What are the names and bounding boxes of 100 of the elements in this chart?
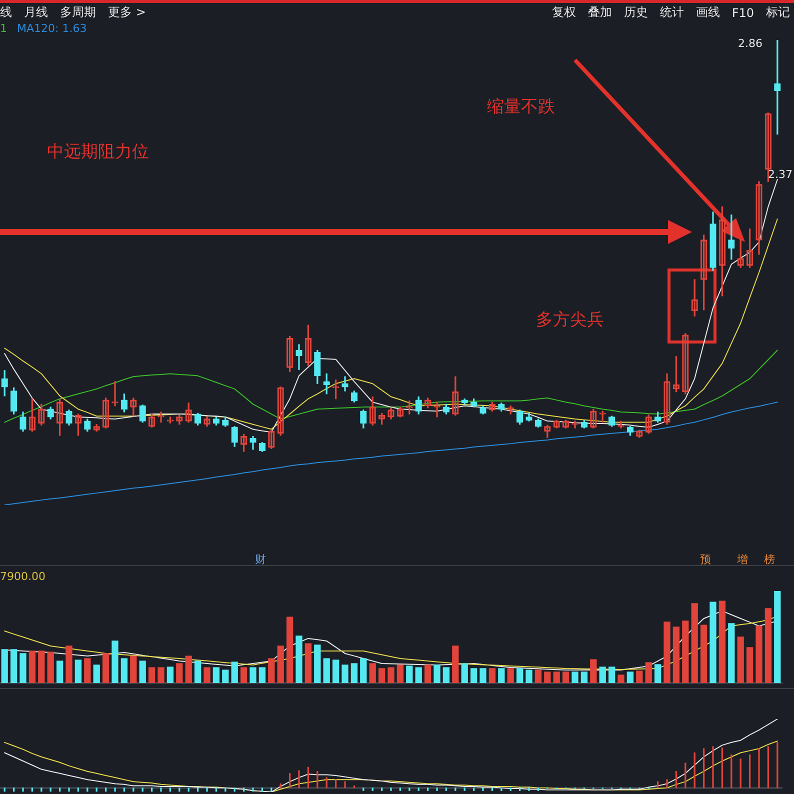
text: 预: [700, 553, 711, 566]
annotation: 中远期阻力位: [47, 142, 149, 162]
bar: [323, 658, 330, 683]
bar: [470, 668, 478, 683]
bar: [240, 667, 248, 683]
text: 7900.00: [0, 570, 46, 584]
bar: [618, 674, 624, 683]
bar: [268, 658, 275, 683]
bar: [378, 668, 386, 683]
bar: [166, 666, 174, 683]
text: 多周期: [60, 4, 96, 21]
bar: [498, 668, 505, 683]
bar: [396, 664, 404, 683]
bar: [47, 652, 54, 683]
bar: [194, 660, 202, 683]
bar: [442, 667, 450, 683]
bar: [452, 646, 459, 683]
text: 复权: [552, 4, 576, 21]
bar: [691, 603, 698, 683]
bar: [461, 663, 468, 683]
bar: [526, 670, 532, 683]
bar: [599, 666, 606, 683]
bar: [350, 663, 358, 683]
bar: [562, 672, 570, 683]
bar: [112, 640, 118, 683]
text: 更多 >: [108, 4, 146, 21]
text: 线: [0, 4, 12, 21]
text: 月线: [24, 4, 48, 21]
bar: [636, 670, 643, 683]
bar: [28, 650, 36, 683]
bar: [139, 660, 146, 683]
bar: [764, 608, 772, 683]
bar: [645, 662, 652, 683]
annotation: 缩量不跌: [487, 97, 555, 118]
text: 叠加: [588, 4, 612, 21]
bar: [258, 667, 266, 683]
bar: [332, 660, 340, 683]
text: 1: [0, 22, 7, 35]
text: 财: [255, 553, 266, 566]
bar: [158, 667, 164, 683]
text: 画线: [696, 4, 720, 21]
bar: [415, 667, 422, 683]
bar: [672, 626, 680, 683]
bar: [296, 636, 302, 683]
bar: [120, 658, 128, 683]
bar: [534, 670, 542, 683]
bar: [572, 672, 578, 683]
bar: [250, 667, 256, 683]
bar: [185, 656, 192, 683]
bar: [56, 660, 64, 683]
bar: [544, 672, 551, 683]
bar: [304, 643, 312, 683]
bar: [130, 656, 137, 683]
bar: [176, 663, 183, 683]
bar: [20, 653, 26, 683]
bar: [66, 646, 72, 683]
bar: [424, 664, 432, 683]
bar: [580, 672, 588, 683]
bar: [388, 667, 394, 683]
text: MA120: 1.63: [17, 22, 87, 35]
bar: [102, 653, 110, 683]
bar: [700, 624, 708, 683]
bar: [516, 668, 524, 683]
bar: [608, 666, 616, 683]
annotation: 多方尖兵: [536, 310, 604, 330]
text: F10: [732, 6, 754, 20]
bar: [756, 626, 762, 683]
bar: [682, 620, 689, 683]
text: 统计: [660, 4, 684, 21]
bar: [369, 663, 376, 683]
bar: [488, 668, 496, 683]
bar: [406, 666, 413, 683]
bar: [93, 664, 100, 683]
bar: [654, 664, 662, 683]
bar: [148, 667, 156, 683]
bar: [84, 658, 91, 683]
bar: [74, 660, 82, 683]
bar: [737, 636, 744, 683]
bar: [626, 672, 634, 683]
bar: [277, 646, 284, 683]
text: 历史: [624, 4, 648, 21]
bar: [746, 647, 754, 683]
bar: [38, 650, 45, 683]
bar: [434, 664, 440, 683]
bar: [286, 616, 294, 683]
bar: [342, 664, 348, 683]
bar: [231, 662, 238, 683]
bar: [314, 644, 321, 683]
annotation: 2.86: [738, 37, 762, 50]
text: 标记: [766, 4, 790, 21]
candlestick: [296, 344, 302, 370]
bar: [718, 600, 726, 683]
bar: [664, 622, 670, 683]
bar: [222, 670, 229, 683]
bar: [553, 672, 560, 683]
bar: [728, 623, 735, 683]
bar: [360, 658, 367, 683]
bar: [710, 602, 716, 683]
bar: [204, 667, 210, 683]
bar: [1, 649, 8, 683]
